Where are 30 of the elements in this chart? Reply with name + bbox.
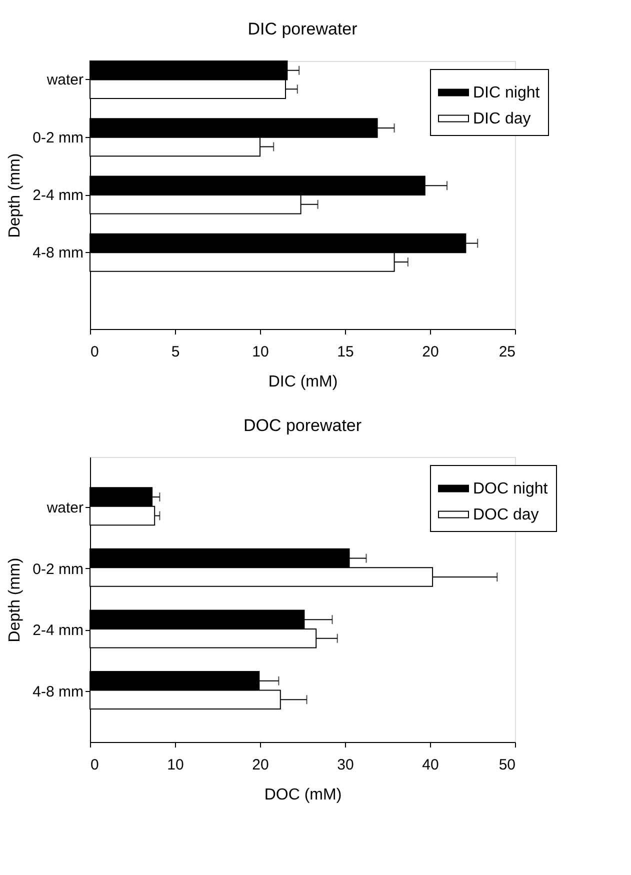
legend-label: DOC night <box>473 480 548 498</box>
legend-label: DOC day <box>473 506 539 524</box>
x-tick-label: 50 <box>498 756 516 774</box>
y-tick-label: water <box>46 72 84 89</box>
y-tick-label: 2-4 mm <box>32 622 84 640</box>
y-tick-label: 2-4 mm <box>32 187 84 204</box>
x-tick-label: 0 <box>90 756 99 774</box>
x-tick-label: 10 <box>167 756 184 774</box>
legend-label: DIC day <box>473 110 531 128</box>
legend-label: DIC night <box>473 84 540 102</box>
y-axis-title: Depth (mm) <box>6 153 24 238</box>
x-tick-label: 15 <box>337 344 354 360</box>
y-tick-label: 4-8 mm <box>32 244 84 262</box>
x-tick-label: 20 <box>252 756 269 774</box>
x-tick-label: 20 <box>422 344 439 360</box>
x-tick-label: 0 <box>90 344 99 360</box>
y-axis-title: Depth (mm) <box>6 558 24 642</box>
x-tick-label: 10 <box>252 344 269 360</box>
x-axis-title: DIC (mM) <box>268 374 338 390</box>
x-tick-label: 40 <box>422 756 439 774</box>
x-tick-label: 25 <box>498 344 516 360</box>
x-tick-label: 30 <box>337 756 354 774</box>
y-tick-label: water <box>46 500 84 517</box>
y-tick-label: 4-8 mm <box>32 683 84 700</box>
y-tick-label: 0-2 mm <box>32 560 84 578</box>
y-tick-label: 0-2 mm <box>32 129 84 146</box>
chart-title: DIC porewater <box>248 20 358 38</box>
chart-title: DOC porewater <box>243 416 362 435</box>
x-axis-title: DOC (mM) <box>264 786 342 804</box>
x-tick-label: 5 <box>171 344 180 360</box>
